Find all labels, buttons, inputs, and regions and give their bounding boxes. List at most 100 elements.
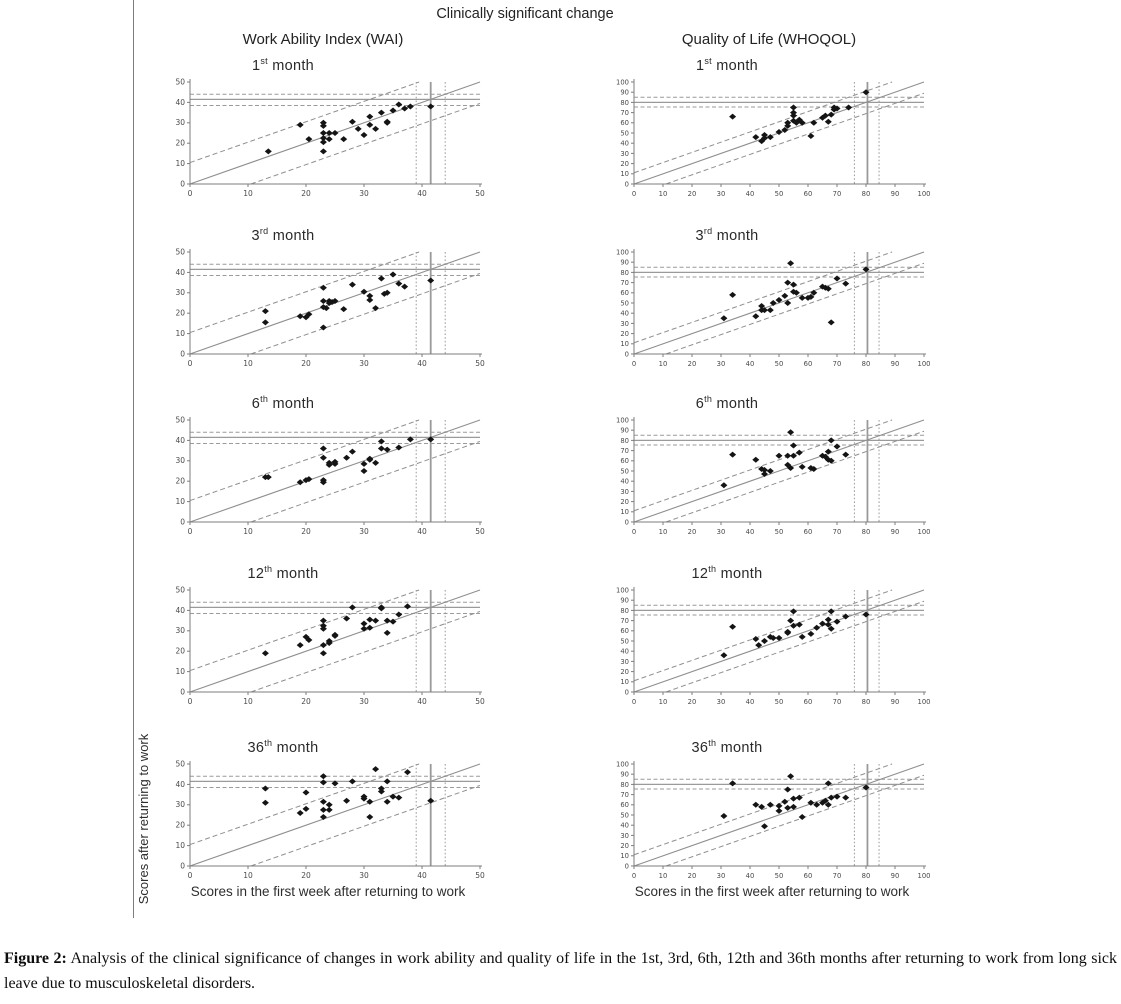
data-points [729, 89, 870, 145]
svg-text:50: 50 [620, 637, 629, 645]
scatter-point [340, 306, 348, 313]
scatter-point [319, 773, 327, 780]
svg-text:60: 60 [804, 528, 813, 536]
svg-text:40: 40 [175, 436, 185, 445]
scatter-point [366, 456, 374, 463]
axes: 00 10 10 20 20 30 30 40 40 50 50 60 60 70 70 80 80 90 90 10… [616, 586, 930, 706]
svg-text:10: 10 [175, 329, 185, 338]
identity-and-band-lines [633, 251, 925, 355]
scatter-point [406, 436, 414, 443]
svg-text:20: 20 [175, 309, 185, 318]
scatter-point [377, 605, 385, 612]
svg-text:90: 90 [620, 597, 629, 605]
scatter-point [769, 634, 777, 641]
scatter-point [319, 130, 327, 136]
svg-text:10: 10 [243, 871, 253, 880]
scatter-point [790, 104, 797, 111]
svg-text:10: 10 [175, 159, 185, 168]
scatter-point [348, 118, 356, 125]
svg-text:100: 100 [616, 760, 629, 768]
data-points [261, 766, 435, 821]
scatter-point [366, 121, 374, 128]
scatter-point [790, 442, 797, 449]
svg-text:90: 90 [620, 259, 629, 267]
scatter-point [766, 134, 774, 141]
scatter-point [790, 109, 797, 116]
scatter-point [824, 801, 832, 808]
svg-text:10: 10 [659, 190, 668, 198]
x-axis-label-wai: Scores in the first week after returning… [190, 884, 466, 899]
svg-text:50: 50 [620, 811, 629, 819]
svg-text:30: 30 [359, 527, 369, 536]
svg-text:90: 90 [891, 872, 900, 880]
scatter-point [769, 300, 777, 306]
svg-text:20: 20 [175, 821, 185, 830]
scatter-point [406, 103, 414, 110]
scatter-point [862, 266, 870, 273]
svg-text:0: 0 [625, 518, 629, 526]
scatter-point [319, 122, 327, 129]
svg-text:40: 40 [417, 697, 427, 706]
scatter-point [395, 444, 403, 451]
svg-text:100: 100 [918, 698, 931, 706]
scatter-point [319, 779, 327, 786]
scatter-point [319, 139, 327, 146]
svg-text:10: 10 [659, 528, 668, 536]
svg-text:50: 50 [775, 872, 784, 880]
scatter-point [319, 324, 327, 331]
scatter-point [784, 629, 792, 636]
svg-text:90: 90 [620, 771, 629, 779]
scatter-point [366, 296, 374, 303]
svg-text:10: 10 [659, 360, 668, 368]
scatter-point [787, 773, 795, 780]
svg-text:100: 100 [616, 416, 629, 424]
svg-text:80: 80 [862, 190, 871, 198]
scatter-plot-whoqol-6th: 00 10 10 20 20 30 30 40 40 50 50 60 60 70 70 80 80 90 90 10… [616, 416, 930, 536]
scatter-point [787, 429, 795, 436]
scatter-point [787, 260, 795, 267]
svg-text:90: 90 [891, 528, 900, 536]
scatter-point [824, 285, 832, 292]
reference-lines [634, 82, 924, 184]
scatter-point [325, 461, 333, 468]
scatter-point [261, 785, 269, 792]
svg-text:90: 90 [620, 89, 629, 97]
figure-caption-text: Analysis of the clinical significance of… [4, 950, 1118, 992]
svg-text:60: 60 [804, 360, 813, 368]
scatter-point [784, 786, 792, 793]
svg-text:50: 50 [475, 359, 485, 368]
scatter-point [389, 793, 397, 800]
svg-text:80: 80 [620, 269, 629, 277]
svg-text:20: 20 [175, 477, 185, 486]
reference-lines [634, 420, 924, 522]
svg-text:40: 40 [620, 478, 629, 486]
scatter-point [781, 798, 789, 805]
subplot-title-wai-1st: 1st month [251, 56, 315, 74]
scatter-point [752, 456, 760, 463]
identity-and-band-lines [189, 589, 481, 693]
svg-text:20: 20 [301, 527, 311, 536]
scatter-point [383, 617, 391, 624]
scatter-point [343, 454, 351, 461]
scatter-point [755, 642, 763, 649]
svg-text:30: 30 [717, 698, 726, 706]
scatter-point [389, 618, 397, 625]
scatter-point [842, 613, 850, 620]
subplot-cell-wai-36th: 36th month 0 0 10 10 20 20 30 30 40 40 50 50 [158, 738, 488, 890]
scatter-point [798, 814, 806, 821]
scatter-point [331, 632, 339, 639]
subplot-title-wai-36th: 36th month [247, 738, 319, 756]
data-points [720, 429, 850, 489]
scatter-point [810, 465, 818, 472]
scatter-point [790, 803, 797, 810]
scatter-point [343, 797, 351, 804]
scatter-point [331, 297, 339, 304]
svg-text:0: 0 [180, 517, 185, 526]
svg-text:30: 30 [717, 360, 726, 368]
scatter-point [784, 804, 792, 811]
scatter-point [305, 636, 313, 643]
scatter-point [360, 468, 368, 474]
svg-text:80: 80 [862, 698, 871, 706]
scatter-point [354, 125, 362, 132]
svg-text:40: 40 [620, 310, 629, 318]
